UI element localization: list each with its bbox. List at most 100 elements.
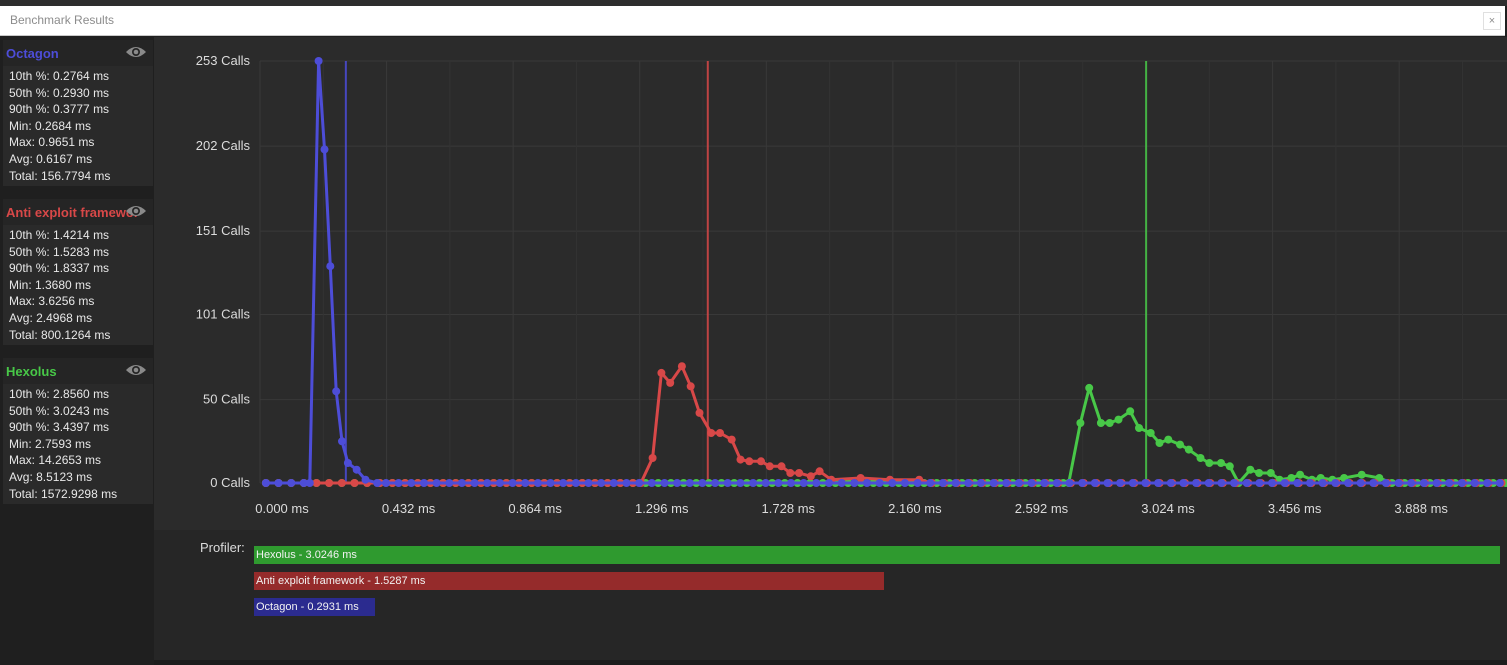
x-tick-label: 2.160 ms bbox=[888, 501, 942, 516]
data-point bbox=[648, 454, 657, 462]
data-point bbox=[1052, 479, 1061, 487]
histogram-chart: 253 Calls 202 Calls 151 Calls 101 Calls 50 C… bbox=[196, 53, 1507, 516]
data-point bbox=[1268, 479, 1276, 487]
data-point bbox=[382, 479, 390, 487]
data-point bbox=[1146, 429, 1155, 437]
bottom-strip bbox=[154, 660, 1507, 665]
stat-p10: 10th %: 0.2764 ms bbox=[9, 69, 110, 83]
data-point bbox=[749, 479, 758, 487]
data-point bbox=[1230, 479, 1238, 487]
data-point bbox=[1225, 462, 1234, 471]
group-stats: 10th %: 0.2764 ms 50th %: 0.2930 ms 90th… bbox=[3, 66, 153, 187]
data-point bbox=[727, 435, 736, 444]
data-point bbox=[457, 479, 466, 487]
profiler-bar-anti-exploit: Anti exploit framework - 1.5287 ms bbox=[254, 572, 884, 590]
data-point bbox=[1116, 479, 1125, 487]
data-point bbox=[343, 459, 352, 467]
data-point bbox=[765, 462, 774, 471]
data-point bbox=[470, 479, 479, 487]
x-tick-label: 0.432 ms bbox=[382, 501, 436, 516]
data-point bbox=[1184, 445, 1193, 454]
eye-icon[interactable] bbox=[125, 44, 147, 60]
group-name: Hexolus bbox=[6, 364, 57, 379]
group-header[interactable]: Octagon bbox=[3, 40, 153, 66]
y-tick-label: 0 Calls bbox=[210, 475, 250, 490]
data-point bbox=[711, 479, 720, 487]
data-point bbox=[666, 378, 675, 387]
median-lines bbox=[344, 61, 1148, 483]
data-point bbox=[926, 479, 935, 487]
data-point bbox=[338, 437, 346, 446]
data-point bbox=[1105, 419, 1114, 427]
window-title: Benchmark Results bbox=[10, 13, 115, 27]
data-point bbox=[1002, 479, 1011, 487]
data-point bbox=[622, 479, 631, 487]
stat-p10: 10th %: 2.8560 ms bbox=[9, 387, 110, 401]
data-point bbox=[837, 479, 846, 487]
data-point bbox=[795, 469, 804, 477]
data-point bbox=[1154, 479, 1163, 487]
data-point bbox=[888, 479, 897, 487]
group-header[interactable]: Hexolus bbox=[3, 358, 153, 384]
data-point bbox=[745, 457, 754, 466]
data-point bbox=[1344, 479, 1352, 487]
eye-icon[interactable] bbox=[125, 362, 147, 378]
data-point bbox=[314, 57, 323, 65]
data-point bbox=[1266, 469, 1275, 477]
data-point bbox=[761, 479, 770, 487]
data-point bbox=[1432, 479, 1441, 487]
data-point bbox=[1085, 383, 1094, 392]
data-point bbox=[657, 368, 666, 377]
x-tick-label: 2.592 ms bbox=[1015, 501, 1069, 516]
data-point bbox=[597, 479, 606, 487]
data-point bbox=[1204, 479, 1213, 487]
data-point bbox=[495, 479, 504, 487]
data-point bbox=[407, 479, 416, 487]
data-point bbox=[1255, 469, 1264, 477]
data-point bbox=[261, 479, 270, 487]
data-point bbox=[1114, 415, 1123, 424]
x-tick-label: 0.864 ms bbox=[508, 501, 562, 516]
x-tick-label: 3.024 ms bbox=[1141, 501, 1195, 516]
data-point bbox=[1196, 454, 1205, 462]
group-header[interactable]: Anti exploit framework bbox=[3, 199, 153, 225]
data-point bbox=[685, 479, 694, 487]
data-point bbox=[1331, 479, 1340, 487]
data-point bbox=[1419, 479, 1428, 487]
stat-p50: 50th %: 3.0243 ms bbox=[9, 403, 110, 418]
x-tick-label: 1.296 ms bbox=[635, 501, 689, 516]
data-point bbox=[736, 455, 745, 464]
data-point bbox=[1090, 479, 1099, 487]
data-point bbox=[432, 479, 441, 487]
top-strip bbox=[0, 0, 1507, 6]
grid bbox=[259, 60, 1507, 484]
close-button[interactable]: × bbox=[1483, 12, 1501, 30]
series-line bbox=[265, 59, 1500, 485]
data-point bbox=[774, 479, 783, 487]
series-line bbox=[265, 386, 1506, 485]
data-point bbox=[1445, 479, 1454, 487]
data-point bbox=[938, 479, 947, 487]
data-point bbox=[521, 479, 530, 487]
data-point bbox=[815, 467, 824, 476]
eye-icon[interactable] bbox=[125, 203, 147, 219]
data-point bbox=[1293, 479, 1302, 487]
stat-p50: 50th %: 1.5283 ms bbox=[9, 244, 110, 259]
data-point bbox=[1483, 479, 1492, 487]
data-point bbox=[1014, 479, 1023, 487]
group-name: Octagon bbox=[6, 46, 59, 61]
data-point bbox=[373, 479, 382, 487]
data-point bbox=[584, 479, 593, 487]
data-point bbox=[1176, 440, 1184, 449]
data-point bbox=[1166, 479, 1175, 487]
y-axis-labels: 253 Calls 202 Calls 151 Calls 101 Calls 50 C… bbox=[196, 53, 251, 490]
data-point bbox=[1078, 479, 1087, 487]
data-point bbox=[1296, 470, 1305, 479]
data-point bbox=[420, 479, 428, 487]
data-point bbox=[695, 408, 704, 417]
data-point bbox=[361, 475, 370, 484]
data-point bbox=[850, 479, 859, 487]
data-point bbox=[350, 479, 359, 487]
profiler-bar-hexolus: Hexolus - 3.0246 ms bbox=[254, 546, 1500, 564]
data-point bbox=[1407, 479, 1416, 487]
